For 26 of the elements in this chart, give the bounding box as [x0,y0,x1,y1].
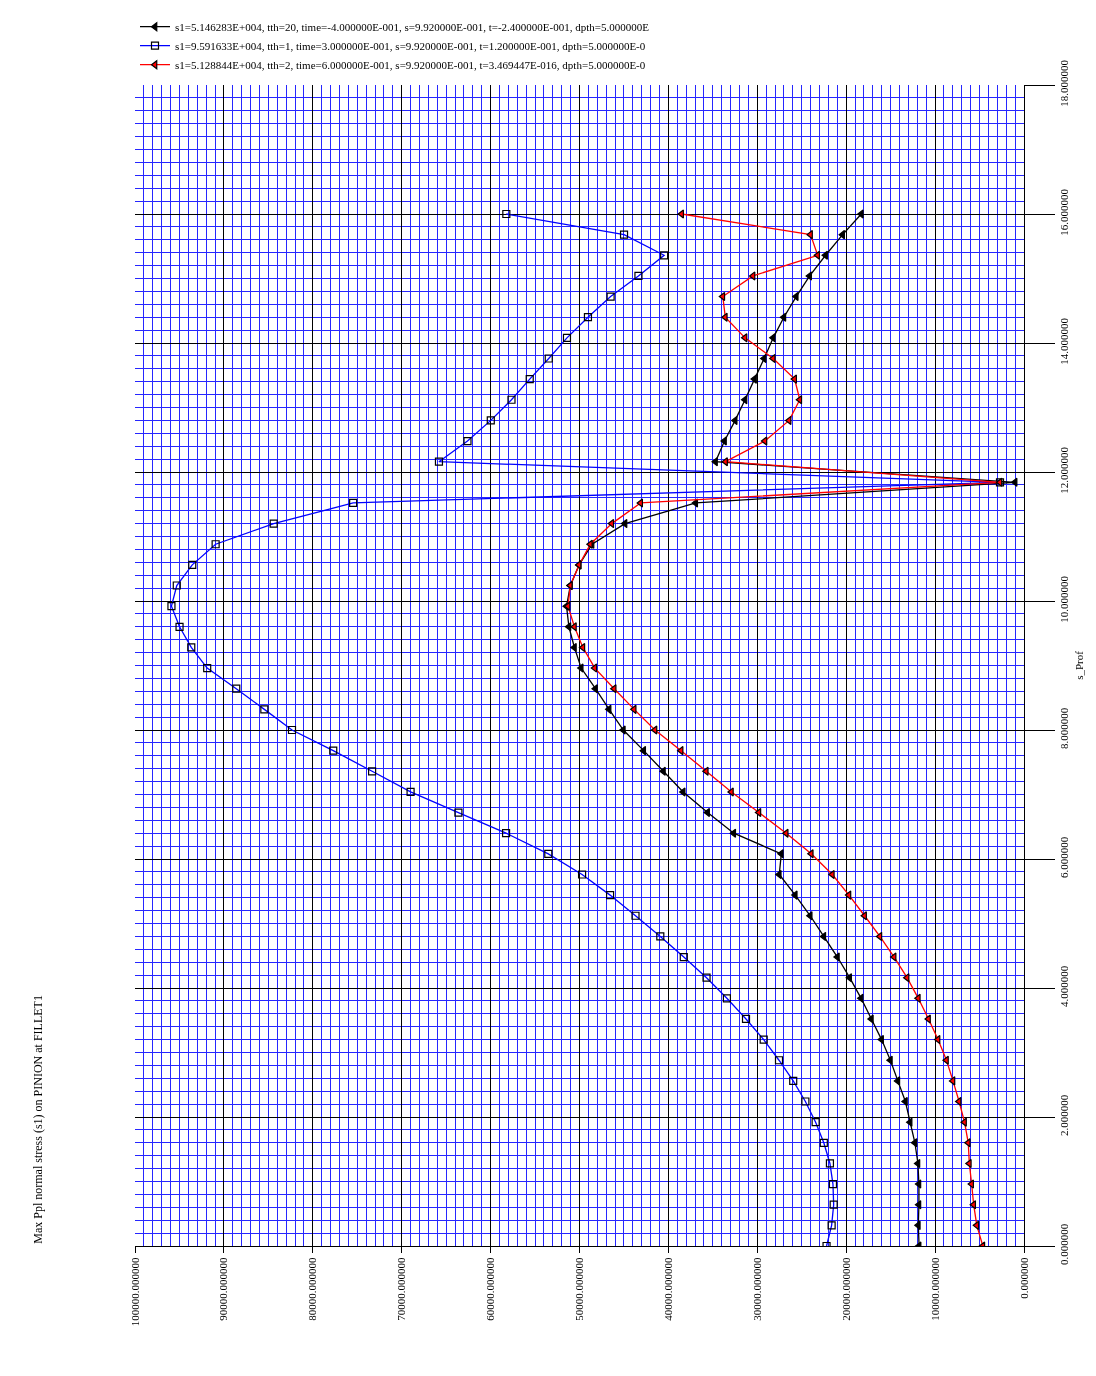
y-tick-label: 18.000000 [1058,59,1071,107]
x-tick-label: 70000.000000 [395,1256,408,1321]
x-tick-label: 60000.000000 [484,1256,497,1321]
legend-label: s1=9.591633E+004, tth=1, time=3.000000E-001, s=9.920000E-001, t=1.200000E-001, dpth=5.000000E-0 [175,39,646,52]
x-tick-label: 100000.000000 [128,1256,141,1327]
y-tick-label: 2.000000 [1058,1094,1071,1136]
y-tick-label: 0.000000 [1058,1223,1071,1265]
y-tick-label: 16.000000 [1058,188,1071,236]
y-tick-label: 12.000000 [1058,446,1071,494]
y-tick-label: 8.000000 [1058,707,1071,749]
x-tick-label: 40000.000000 [661,1256,674,1321]
y-axis-title: s_Prof [1073,650,1086,680]
legend-label: s1=5.128844E+004, tth=2, time=6.000000E-001, s=9.920000E-001, t=3.469447E-016, dpth=5.000000E-0 [175,58,646,71]
y-tick-label: 6.000000 [1058,836,1071,878]
x-tick-label: 90000.000000 [217,1256,230,1321]
text: Max Ppl normal stress (s1) on PINION at FILLET1 [30,995,45,1244]
y-tick-label: 10.000000 [1058,575,1071,623]
x-tick-label: 50000.000000 [573,1256,586,1321]
x-tick-label: 30000.000000 [750,1256,763,1321]
y-tick-label: 4.000000 [1058,965,1071,1007]
x-tick-label: 0.000000 [1017,1256,1030,1299]
x-tick-label: 80000.000000 [306,1256,319,1321]
x-tick-label: 20000.000000 [839,1256,852,1321]
x-tick-label: 10000.000000 [928,1256,941,1321]
legend-label: s1=5.146283E+004, tth=20, time=-4.000000E-001, s=9.920000E-001, t=-2.400000E-001, dpth=5.000000E [175,20,650,33]
y-tick-label: 14.000000 [1058,317,1071,365]
